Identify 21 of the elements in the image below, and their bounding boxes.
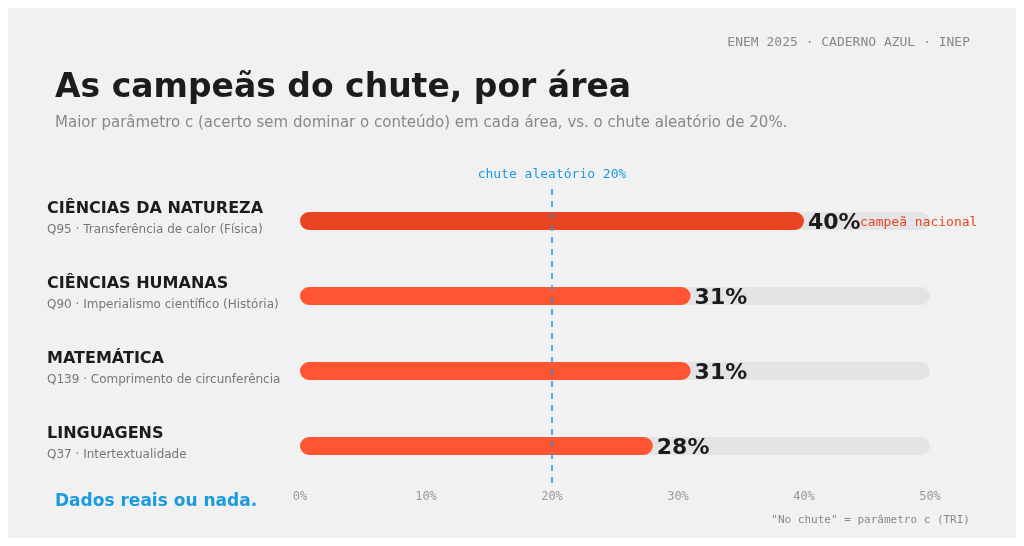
ref-line-label: chute aleatório 20% [477, 166, 627, 181]
data-label: 31% [694, 359, 748, 384]
y-tick-label: CIÊNCIAS DA NATUREZA Q95 · Transferência de calor (Física) [47, 197, 264, 236]
data-label: 31% [694, 284, 748, 309]
annotation: campeã nacional [860, 214, 978, 229]
x-tick-label: 0% [292, 488, 308, 503]
data-label: 40% [808, 209, 861, 234]
y-tick-label: LINGUAGENS Q37 · Intertextualidade [47, 422, 187, 461]
y-tick-label: CIÊNCIAS HUMANAS Q90 · Imperialismo científico (História) [47, 272, 279, 311]
x-tick-label: 50% [919, 488, 942, 503]
x-tick-label: 40% [793, 488, 816, 503]
x-tick-label: 10% [415, 488, 438, 503]
text: ENEM 2025 · CADERNO AZUL · INEP [727, 34, 970, 49]
data-label: 28% [656, 434, 710, 459]
text: Dados reais ou nada. [55, 490, 258, 510]
text: "No chute" = parâmetro c (TRI) [771, 513, 970, 526]
chart-title: As campeãs do chute, por área [55, 66, 632, 105]
x-tick-label: 30% [667, 488, 690, 503]
chart-subtitle: Maior parâmetro c (acerto sem dominar o conteúdo) em cada área, vs. o chute aleatório de 20%. [55, 113, 788, 131]
y-tick-label: MATEMÁTICA Q139 · Comprimento de circunferência [47, 347, 281, 386]
x-tick-label: 20% [541, 488, 564, 503]
